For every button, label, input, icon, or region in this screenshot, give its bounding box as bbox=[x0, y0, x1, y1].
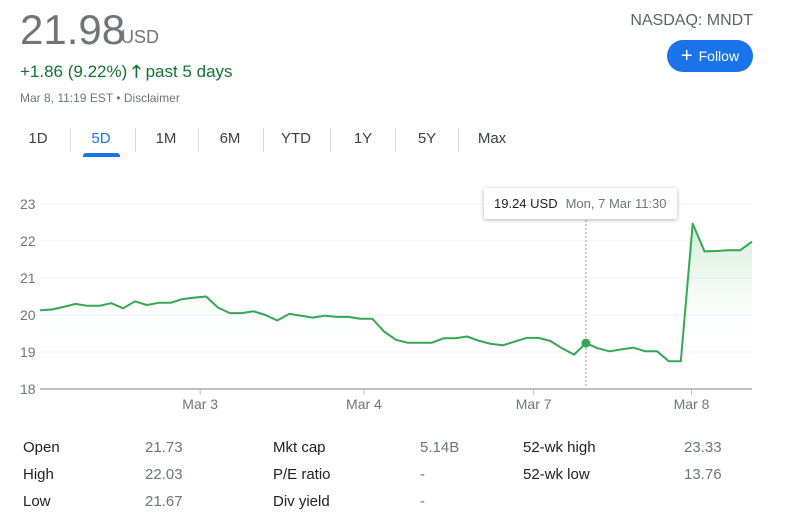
stat-value: 22.03 bbox=[145, 466, 183, 483]
divider bbox=[395, 128, 396, 152]
current-price: 21.98 bbox=[20, 6, 126, 53]
tab-5y[interactable]: 5Y bbox=[417, 130, 437, 147]
stat-value: 21.67 bbox=[145, 493, 183, 510]
y-tick-label: 20 bbox=[20, 307, 36, 323]
currency: USD bbox=[121, 27, 160, 47]
price-change: +1.86 (9.22%) 🡑 past 5 days bbox=[20, 59, 233, 88]
divider bbox=[135, 128, 136, 152]
plus-icon: + bbox=[680, 45, 693, 67]
y-tick-label: 22 bbox=[20, 233, 36, 249]
stat-value: 5.14B bbox=[420, 439, 460, 456]
stat-label: 52-wk high bbox=[523, 439, 596, 456]
tooltip-price: 19.24 USD bbox=[494, 196, 558, 211]
stat-label: Div yield bbox=[273, 493, 330, 510]
stat-label: High bbox=[23, 466, 54, 483]
tab-5d[interactable]: 5D bbox=[91, 130, 111, 147]
chart-area-fill bbox=[40, 223, 752, 362]
price-chart[interactable]: 18 19 20 21 22 23 Mar 3 Mar 4 Mar 7 Mar 8 bbox=[0, 180, 785, 420]
stat-value: - bbox=[420, 493, 425, 510]
highlight-point bbox=[581, 338, 591, 348]
tab-6m[interactable]: 6M bbox=[219, 130, 241, 147]
x-tick-label: Mar 3 bbox=[182, 396, 218, 412]
follow-button[interactable]: + Follow bbox=[667, 40, 753, 72]
divider bbox=[70, 128, 71, 152]
change-period: past 5 days bbox=[145, 62, 233, 81]
divider bbox=[330, 128, 331, 152]
stat-label: Mkt cap bbox=[273, 439, 326, 456]
disclaimer-link[interactable]: Disclaimer bbox=[123, 91, 180, 105]
stat-label: Low bbox=[23, 493, 51, 510]
price-line bbox=[39, 222, 753, 363]
tooltip-time: Mon, 7 Mar 11:30 bbox=[565, 196, 667, 211]
tab-max[interactable]: Max bbox=[477, 130, 507, 147]
exchange-ticker: NASDAQ: MNDT bbox=[630, 12, 753, 29]
stat-label: P/E ratio bbox=[273, 466, 331, 483]
stat-value: 23.33 bbox=[684, 439, 722, 456]
x-tick-label: Mar 7 bbox=[516, 396, 552, 412]
y-tick-label: 18 bbox=[20, 381, 36, 397]
timestamp: Mar 8, 11:19 EST bbox=[20, 91, 113, 105]
timestamp-line: Mar 8, 11:19 EST • Disclaimer bbox=[20, 91, 180, 105]
tab-1y[interactable]: 1Y bbox=[353, 130, 373, 147]
follow-label: Follow bbox=[698, 48, 740, 64]
stat-value: - bbox=[420, 466, 425, 483]
divider bbox=[263, 128, 264, 152]
y-tick-label: 21 bbox=[20, 270, 36, 286]
y-tick-label: 23 bbox=[20, 196, 36, 212]
divider bbox=[458, 128, 459, 152]
stat-value: 13.76 bbox=[684, 466, 722, 483]
y-tick-label: 19 bbox=[20, 344, 36, 360]
divider bbox=[198, 128, 199, 152]
x-tick-label: Mar 4 bbox=[346, 396, 382, 412]
change-value: +1.86 (9.22%) bbox=[20, 62, 128, 81]
stat-value: 21.73 bbox=[145, 439, 183, 456]
tab-ytd[interactable]: YTD bbox=[281, 130, 311, 147]
stat-label: 52-wk low bbox=[523, 466, 590, 483]
tab-1m[interactable]: 1M bbox=[155, 130, 177, 147]
tab-1d[interactable]: 1D bbox=[28, 130, 48, 147]
stat-label: Open bbox=[23, 439, 60, 456]
chart-tooltip: 19.24 USD Mon, 7 Mar 11:30 bbox=[484, 188, 677, 219]
x-tick-label: Mar 8 bbox=[674, 396, 710, 412]
arrow-up-icon: 🡑 bbox=[132, 62, 141, 81]
active-tab-indicator bbox=[83, 153, 120, 157]
